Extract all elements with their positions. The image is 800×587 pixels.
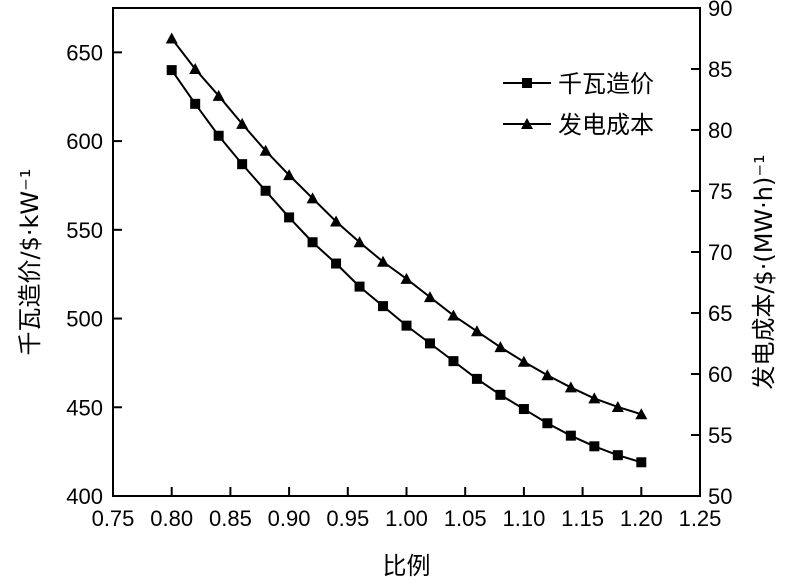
data-point-triangle xyxy=(189,63,202,74)
legend-label-series-1: 千瓦造价 xyxy=(558,70,654,98)
series-layer xyxy=(165,32,648,468)
right-y-tick-label: 75 xyxy=(708,179,732,204)
data-point-square xyxy=(354,281,365,292)
left-y-tick-label: 550 xyxy=(66,218,103,243)
data-point-square xyxy=(565,430,576,441)
right-y-tick-label: 70 xyxy=(708,240,732,265)
data-point-triangle xyxy=(236,117,249,129)
data-point-square xyxy=(166,65,177,76)
right-y-axis-title: 发电成本/$·(MW·h)⁻¹ xyxy=(750,154,778,389)
data-point-triangle xyxy=(564,381,577,393)
data-point-square xyxy=(471,373,482,384)
data-point-triangle xyxy=(588,392,601,404)
right-y-tick-label: 65 xyxy=(708,301,732,326)
data-point-triangle xyxy=(330,215,343,227)
data-point-triangle xyxy=(165,32,178,44)
data-point-square xyxy=(518,404,529,415)
data-point-square xyxy=(331,258,342,269)
legend-marker-triangle xyxy=(521,118,533,129)
x-tick-label: 1.15 xyxy=(561,506,604,531)
x-tick-label: 0.95 xyxy=(326,506,369,531)
data-point-triangle xyxy=(611,400,624,412)
x-tick-label: 1.25 xyxy=(679,506,722,531)
right-y-tick-label: 85 xyxy=(708,57,732,82)
left-y-axis-title: 千瓦造价/$·kW⁻¹ xyxy=(16,169,44,356)
data-point-square xyxy=(448,356,459,367)
data-point-triangle xyxy=(377,255,390,267)
x-tick-label: 0.75 xyxy=(92,506,135,531)
right-y-axis-ticks: 50 55 60 65 70 75 80 85 90 xyxy=(691,0,732,509)
right-y-tick-label: 90 xyxy=(708,0,732,21)
data-point-square xyxy=(612,450,623,461)
left-y-tick-label: 650 xyxy=(66,40,103,65)
data-point-triangle xyxy=(517,355,530,367)
data-point-triangle xyxy=(212,89,225,101)
data-point-square xyxy=(401,320,412,331)
right-y-tick-label: 80 xyxy=(708,118,732,143)
data-point-triangle xyxy=(306,192,319,204)
right-y-tick-label: 55 xyxy=(708,423,732,448)
left-y-tick-label: 600 xyxy=(66,129,103,154)
data-point-triangle xyxy=(541,369,554,381)
left-y-tick-label: 450 xyxy=(66,395,103,420)
data-point-triangle xyxy=(470,325,483,337)
data-point-triangle xyxy=(635,408,648,420)
right-y-tick-label: 60 xyxy=(708,362,732,387)
left-y-tick-label: 400 xyxy=(66,484,103,509)
data-point-square xyxy=(636,457,647,468)
legend-marker-square xyxy=(522,78,532,88)
legend-label-series-2: 发电成本 xyxy=(558,111,654,139)
data-point-square xyxy=(307,237,318,248)
data-point-triangle xyxy=(423,291,436,303)
data-point-triangle xyxy=(283,169,296,181)
data-point-triangle xyxy=(259,144,272,156)
x-tick-label: 1.10 xyxy=(502,506,545,531)
x-tick-label: 1.20 xyxy=(620,506,663,531)
data-point-triangle xyxy=(494,341,507,353)
data-point-square xyxy=(190,98,201,109)
x-tick-label: 0.80 xyxy=(150,506,193,531)
data-point-square xyxy=(542,418,553,429)
x-axis-title: 比例 xyxy=(383,552,431,580)
data-point-triangle xyxy=(447,309,460,321)
data-point-square xyxy=(424,338,435,349)
x-tick-label: 0.85 xyxy=(209,506,252,531)
data-point-triangle xyxy=(400,272,413,284)
left-y-axis-ticks: 400 450 500 550 600 650 xyxy=(66,40,122,509)
legend: 千瓦造价 发电成本 xyxy=(503,70,654,139)
x-tick-label: 0.90 xyxy=(268,506,311,531)
x-tick-label: 1.05 xyxy=(444,506,487,531)
data-point-square xyxy=(260,185,271,196)
right-y-tick-label: 50 xyxy=(708,484,732,509)
data-point-square xyxy=(589,441,600,452)
left-y-tick-label: 500 xyxy=(66,307,103,332)
data-point-triangle xyxy=(353,236,366,248)
data-point-square xyxy=(495,389,506,400)
data-point-square xyxy=(213,130,224,141)
x-axis-ticks: 0.75 0.80 0.85 0.90 0.95 1.00 1.05 1.10 1.15 1.20… xyxy=(92,487,722,531)
data-point-square xyxy=(378,301,389,312)
data-point-square xyxy=(237,159,248,170)
data-point-square xyxy=(284,212,295,223)
x-tick-label: 1.00 xyxy=(385,506,428,531)
